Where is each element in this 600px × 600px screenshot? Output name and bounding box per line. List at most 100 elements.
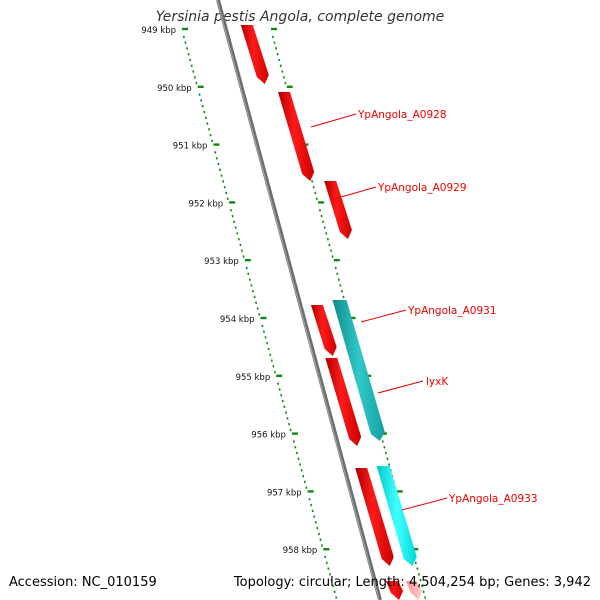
- ruler-minor-tick: [182, 35, 185, 39]
- ruler-minor-tick: [311, 509, 314, 513]
- ruler-minor-tick: [187, 52, 190, 56]
- ruler-minor-tick: [215, 156, 218, 160]
- ruler-minor-tick: [273, 370, 277, 374]
- ruler-minor-tick: [310, 503, 313, 507]
- ruler-kbp-label: 955 kbp: [236, 373, 271, 383]
- ruler-minor-tick: [284, 81, 287, 85]
- genome-backbone-highlight: [216, 0, 380, 600]
- ruler-minor-tick: [333, 590, 336, 594]
- ruler-minor-tick: [330, 578, 333, 582]
- ruler-minor-tick: [284, 411, 288, 414]
- gene-label-a0933[interactable]: YpAngola_A0933: [448, 493, 538, 505]
- ruler-minor-tick: [220, 174, 223, 177]
- ruler-minor-tick: [201, 104, 204, 108]
- gene-arrow-a0931[interactable]: [310, 305, 337, 356]
- ruler-minor-tick: [322, 220, 325, 224]
- ruler-minor-tick: [207, 128, 211, 131]
- ruler-minor-tick: [325, 561, 328, 565]
- gene-arrow-a0927[interactable]: [240, 25, 269, 84]
- ruler-minor-tick: [200, 99, 203, 102]
- ruler-minor-tick: [248, 278, 251, 281]
- gene-arrow-next-red[interactable]: [385, 581, 403, 600]
- ruler-kbp-label: 951 kbp: [173, 142, 208, 152]
- leader-a0933: [401, 497, 448, 511]
- ruler-minor-tick: [256, 307, 259, 310]
- ruler-kbp-label: 949 kbp: [141, 26, 176, 36]
- ruler-minor-tick: [267, 347, 270, 351]
- ruler-minor-tick: [231, 214, 234, 218]
- ruler-minor-tick: [229, 208, 233, 212]
- ruler-minor-tick: [334, 266, 337, 270]
- ruler-minor-tick: [339, 284, 342, 287]
- ruler-minor-tick: [417, 573, 420, 576]
- ruler-minor-tick: [279, 64, 282, 68]
- ruler-minor-tick: [247, 272, 250, 276]
- ruler-minor-tick: [422, 590, 425, 594]
- ruler-minor-tick: [272, 365, 275, 368]
- gene-arrow-a0934[interactable]: [376, 466, 417, 566]
- ruler-minor-tick: [242, 255, 245, 258]
- ruler-minor-tick: [288, 422, 291, 426]
- ruler-kbp-label: 957 kbp: [267, 488, 302, 498]
- ruler-minor-tick: [383, 445, 386, 449]
- ruler-minor-tick: [192, 70, 195, 73]
- ruler-minor-tick: [217, 162, 220, 166]
- ruler-minor-tick: [278, 388, 281, 391]
- ruler-minor-tick: [315, 197, 318, 201]
- ruler-kbp-label: 950 kbp: [157, 84, 192, 94]
- ruler-minor-tick: [328, 573, 331, 576]
- gene-label-a0931[interactable]: YpAngola_A0931: [407, 305, 497, 317]
- ruler-minor-tick: [302, 474, 305, 478]
- ruler-minor-tick: [328, 243, 331, 247]
- gene-label-a0929[interactable]: YpAngola_A0929: [377, 182, 467, 194]
- ruler-minor-tick: [206, 122, 209, 125]
- kbp-labels: 949 kbp 950 kbp 951 kbp 952 kbp 953 kbp 954 k…: [141, 26, 317, 556]
- ruler-minor-tick: [297, 457, 300, 461]
- ruler-minor-tick: [274, 47, 278, 50]
- ruler-minor-tick: [214, 151, 217, 154]
- ruler-minor-tick: [261, 324, 264, 328]
- ruler-minor-tick: [283, 405, 286, 409]
- ruler-minor-tick: [414, 561, 417, 565]
- ruler-minor-tick: [236, 232, 239, 235]
- ruler-minor-tick: [416, 567, 419, 570]
- gene-label-lyxk[interactable]: lyxK: [426, 376, 449, 388]
- ruler-minor-tick: [308, 497, 311, 501]
- ruler-minor-tick: [316, 526, 319, 530]
- gene-arrow-a0930[interactable]: [332, 300, 385, 441]
- ruler-minor-tick: [225, 191, 228, 195]
- ruler-minor-tick: [381, 440, 384, 443]
- ruler-minor-tick: [203, 110, 206, 114]
- ruler-minor-tick: [313, 515, 316, 518]
- ruler-minor-tick: [185, 47, 189, 50]
- ruler-kbp-label: 956 kbp: [251, 431, 286, 441]
- ruler-minor-tick: [269, 353, 272, 357]
- ruler-minor-tick: [211, 139, 214, 143]
- ruler-minor-tick: [289, 428, 292, 432]
- ruler-minor-tick: [209, 133, 212, 137]
- ruler-minor-tick: [239, 243, 242, 247]
- gene-arrow-lyxk[interactable]: [325, 358, 362, 446]
- gene-arrow-a0929[interactable]: [324, 181, 352, 239]
- gene-arrow-a0933[interactable]: [355, 468, 394, 566]
- ruler-minor-tick: [250, 284, 253, 287]
- ruler-minor-tick: [223, 185, 226, 189]
- ruler-minor-tick: [386, 457, 389, 461]
- genes-layer: [240, 25, 422, 600]
- ruler-minor-tick: [264, 336, 267, 339]
- ruler-minor-tick: [273, 41, 276, 44]
- ruler-minor-tick: [184, 41, 187, 44]
- gene-label-a0928[interactable]: YpAngola_A0928: [357, 109, 447, 121]
- ruler-minor-tick: [286, 417, 289, 420]
- ruler-minor-tick: [276, 52, 279, 56]
- ruler-minor-tick: [388, 463, 391, 466]
- ruler-minor-tick: [342, 295, 345, 299]
- gene-arrow-next-pale[interactable]: [405, 581, 422, 600]
- gene-arrow-a0928[interactable]: [278, 92, 315, 181]
- genome-backbone: [216, 0, 382, 600]
- ruler-minor-tick: [270, 359, 273, 362]
- ruler-minor-tick: [245, 266, 248, 270]
- ruler-minor-tick: [237, 237, 240, 241]
- ruler-minor-tick: [281, 399, 284, 403]
